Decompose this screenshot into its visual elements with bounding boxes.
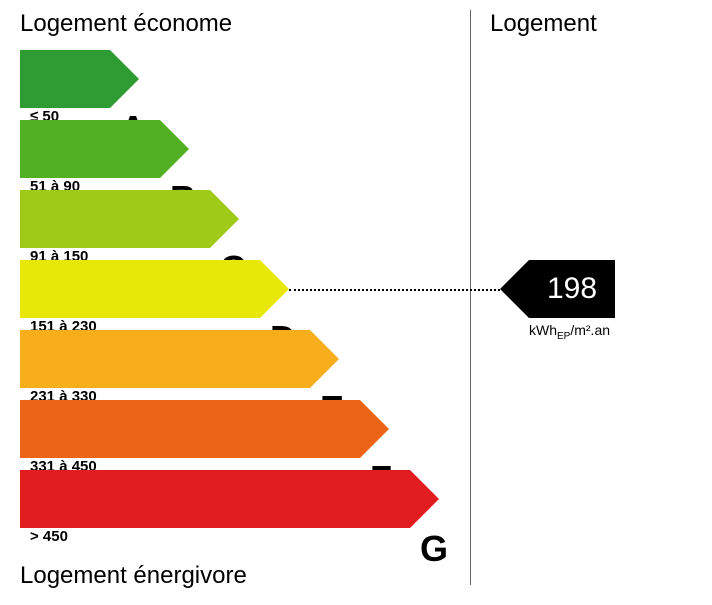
value-number: 198	[529, 260, 615, 318]
rating-letter-g: G	[420, 528, 448, 570]
rating-bar-g: > 450G	[20, 470, 439, 528]
vertical-divider	[470, 10, 471, 585]
value-badge: 198	[500, 260, 615, 318]
rating-bar-b: 51 à 90B	[20, 120, 439, 178]
rating-bar-e: 231 à 330E	[20, 330, 439, 388]
rating-range-g: > 450	[30, 528, 68, 545]
title-right: Logement	[490, 10, 597, 38]
rating-bar-f: 331 à 450F	[20, 400, 439, 458]
rating-bar-c: 91 à 150C	[20, 190, 439, 248]
rating-bar-a: ≤ 50A	[20, 50, 439, 108]
energy-label-diagram: Logement économe Logement ≤ 50A 51 à 90B 9…	[0, 0, 712, 605]
unit-label: kWhEP/m².an	[529, 322, 610, 342]
dotted-connector	[289, 289, 500, 291]
rating-bars: ≤ 50A51 à 90B91 à 150C151 à 230D231 à 33…	[20, 50, 439, 540]
title-energy-hungry: Logement énergivore	[20, 562, 247, 590]
title-economical: Logement économe	[20, 10, 232, 38]
